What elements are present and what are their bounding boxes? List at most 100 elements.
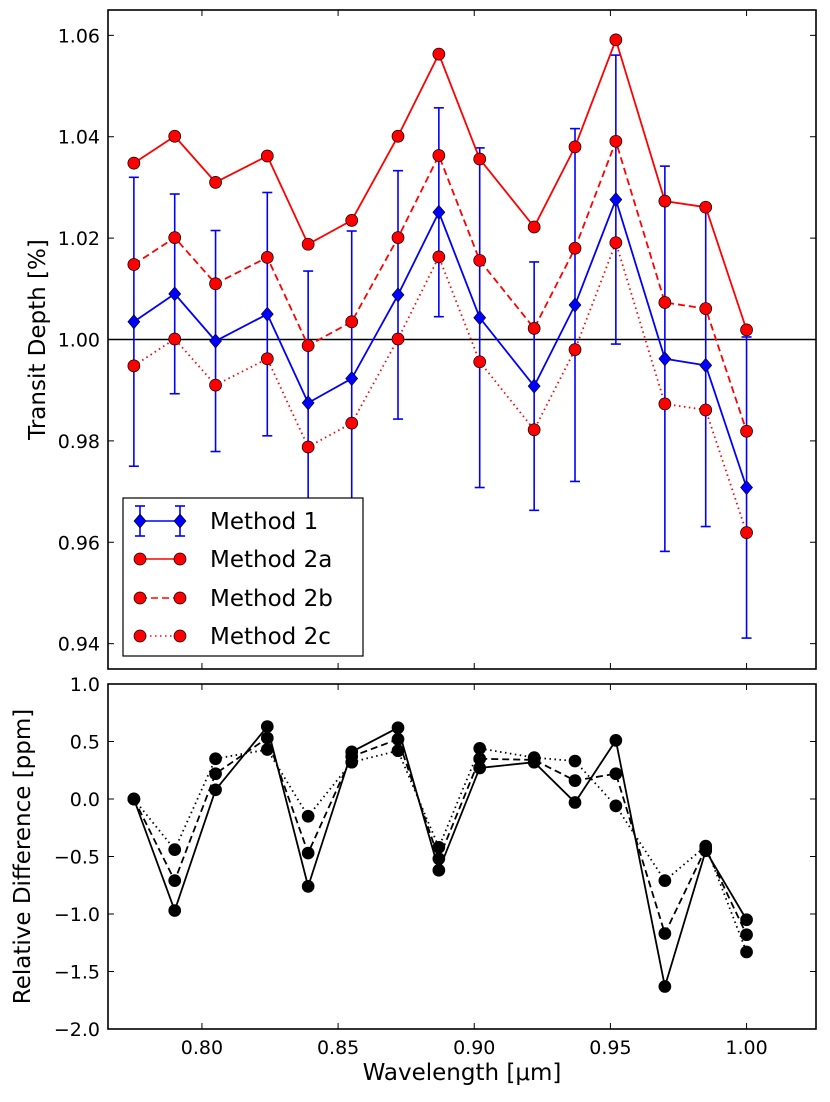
data-point [658, 874, 672, 888]
legend-label-method-2a: Method 2a [210, 547, 332, 573]
data-point [432, 47, 446, 61]
series-line [133, 198, 748, 488]
data-point [209, 277, 222, 291]
data-point [527, 751, 541, 764]
data-point-diamond [740, 480, 753, 495]
data-point [260, 251, 274, 264]
data-point [301, 880, 315, 893]
data-point [301, 440, 315, 454]
y-tick-label: 0.5 [70, 732, 100, 754]
data-point-diamond [699, 357, 713, 373]
data-point [345, 755, 359, 769]
data-point [658, 296, 672, 309]
legend-entry-method-1: Method 1 [133, 505, 318, 537]
data-point-diamond [345, 371, 359, 386]
data-point [391, 231, 405, 244]
data-point [260, 720, 274, 733]
series-line [133, 39, 748, 331]
data-point [568, 754, 582, 768]
legend-marker-circle [173, 552, 187, 566]
top-axis-ticks: 0.94 0.96 0.98 1.00 1.02 1.04 1.06 [58, 10, 816, 669]
data-point [209, 767, 222, 781]
data-point [168, 904, 182, 917]
bottom-axis-ticks: −2.0 −1.5 −1.0 −0.5 0.0 0.5 1.0 0.80 0.85 0.90 0.9… [54, 674, 816, 1059]
data-point [568, 774, 582, 787]
legend-marker-circle [133, 552, 147, 566]
data-point [568, 140, 582, 154]
x-tick-label: 1.00 [725, 1037, 767, 1059]
data-point [127, 359, 141, 373]
legend-entry-method-2b: Method 2b [133, 586, 333, 612]
data-point [168, 231, 182, 244]
data-point [301, 809, 315, 823]
data-point [209, 752, 222, 766]
data-point-diamond [658, 351, 672, 367]
data-point [432, 863, 446, 877]
legend-label-method-2b: Method 2b [210, 586, 333, 612]
data-point [568, 241, 582, 255]
data-point [432, 852, 446, 866]
series-line [133, 140, 748, 432]
data-point-diamond [391, 287, 405, 303]
data-point [345, 315, 359, 329]
data-point [260, 352, 274, 366]
data-point [209, 783, 222, 797]
data-point-diamond [527, 378, 541, 394]
data-point [301, 237, 315, 251]
data-point [699, 302, 713, 315]
legend-marker-circle [133, 591, 147, 605]
y-tick-label: 0.94 [58, 634, 100, 656]
data-point [168, 332, 182, 346]
data-point [209, 176, 222, 189]
data-point [568, 343, 582, 356]
data-point [209, 378, 222, 392]
data-point [609, 733, 623, 747]
legend-label-method-1: Method 1 [210, 509, 318, 535]
y-tick-label: 1.02 [58, 228, 100, 250]
y-tick-label: 0.0 [70, 789, 100, 811]
legend-marker-diamond [133, 513, 147, 529]
data-point-diamond [609, 192, 623, 208]
data-point [658, 194, 672, 208]
data-point [473, 742, 487, 755]
data-point [301, 846, 315, 860]
data-point [568, 796, 582, 809]
data-point [301, 339, 315, 352]
data-point [391, 332, 405, 346]
legend-marker-diamond [173, 513, 187, 529]
series-line [133, 737, 748, 936]
data-point [391, 721, 405, 735]
x-tick-label: 0.85 [317, 1037, 359, 1059]
data-point-diamond [301, 395, 315, 411]
data-point [168, 843, 182, 856]
data-point [260, 149, 274, 163]
y-tick-label: 0.98 [58, 431, 100, 453]
data-point [473, 355, 487, 369]
legend-entry-method-2a: Method 2a [133, 547, 332, 573]
y-tick-label: −1.0 [54, 904, 100, 926]
data-point [699, 200, 713, 214]
legend-label-method-2c: Method 2c [210, 624, 331, 650]
y-tick-label: 1.0 [70, 674, 100, 696]
relative-difference-plot-area [127, 720, 753, 993]
legend-marker-circle [173, 591, 187, 605]
x-axis-label: Wavelength [μm] [363, 1060, 562, 1086]
data-point [168, 129, 182, 143]
data-point [432, 840, 446, 854]
data-point [699, 839, 713, 853]
legend-box [122, 497, 364, 657]
data-point [740, 526, 753, 539]
relative-difference-panel: −2.0 −1.5 −1.0 −0.5 0.0 0.5 1.0 0.80 0.85 0.90 0.9… [10, 674, 817, 1086]
y-tick-label: −0.5 [54, 847, 100, 869]
legend: Method 1 Method 2a Method 2b Method 2c [122, 497, 364, 657]
data-point [740, 913, 753, 927]
bottom-y-axis-label: Relative Difference [ppm] [10, 709, 36, 1005]
legend-marker-circle [133, 629, 147, 643]
data-point [345, 416, 359, 430]
data-point [168, 874, 182, 888]
data-point [391, 744, 405, 758]
series-line [133, 747, 748, 953]
legend-marker-circle [173, 629, 187, 643]
data-point-diamond [568, 297, 582, 313]
